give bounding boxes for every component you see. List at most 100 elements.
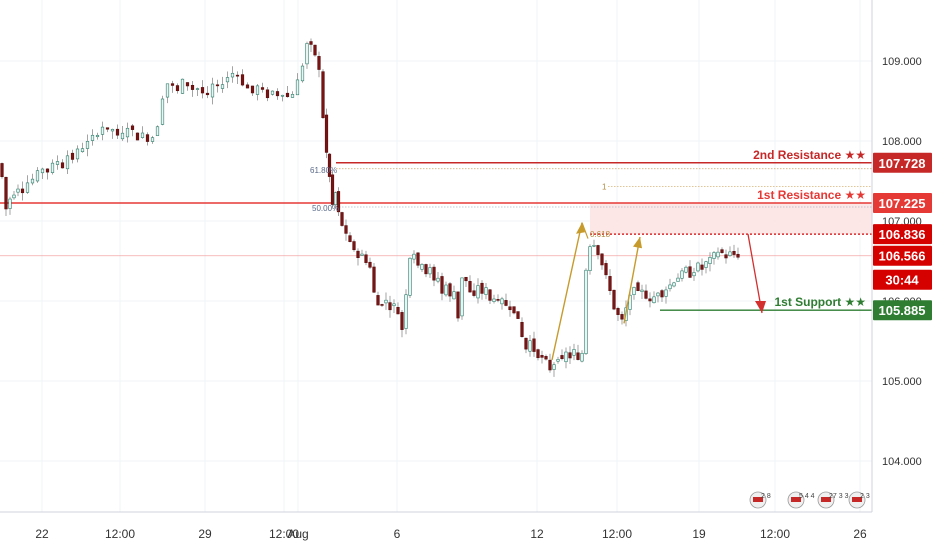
candle-body — [456, 291, 460, 319]
event-icon-label: 27 3 3 — [829, 493, 849, 500]
candle — [596, 244, 600, 260]
candle — [392, 299, 396, 314]
price-tags: 107.728 107.225 106.836 106.566 30:44 105.885 — [873, 152, 932, 321]
candle — [424, 263, 428, 278]
candle-body — [376, 295, 380, 306]
candle — [400, 309, 404, 338]
price-tag-entry: 106.836 — [873, 224, 932, 245]
candle — [408, 257, 412, 298]
candle — [564, 347, 568, 369]
candle-body — [12, 194, 16, 199]
candle — [432, 264, 436, 287]
event-icons: 2 8 5 4 4 27 3 3 2 3 — [749, 491, 870, 509]
candle-body — [55, 161, 60, 165]
candle — [300, 63, 305, 83]
candle-body — [352, 241, 356, 251]
candle-body — [336, 191, 341, 213]
candle — [321, 69, 325, 119]
price-tag-1st-support: 105.885 — [873, 300, 932, 321]
candle — [404, 289, 408, 335]
candle — [456, 291, 460, 322]
candle-body — [732, 250, 736, 255]
candle — [540, 350, 544, 364]
candle — [652, 291, 656, 304]
candle — [516, 311, 520, 319]
pattern-arrow-head-2 — [633, 237, 642, 249]
candle — [524, 337, 528, 354]
candle-body — [496, 299, 500, 301]
candle — [200, 80, 205, 99]
candle-body — [245, 84, 250, 89]
candle — [313, 44, 317, 57]
price-tag-1st-resistance-box — [873, 193, 932, 213]
candle-body — [468, 281, 472, 293]
candle-body — [25, 182, 30, 193]
candle-body — [580, 352, 584, 362]
candle — [372, 263, 376, 293]
pattern-leg-1 — [551, 222, 583, 361]
candle — [100, 121, 105, 141]
candle-body — [309, 41, 313, 45]
candle-body — [536, 349, 540, 359]
candle — [245, 82, 250, 89]
candle-body — [432, 266, 436, 281]
candle-body — [210, 83, 215, 98]
candle-body — [160, 98, 165, 125]
price-tag-1st-resistance: 107.225 — [873, 193, 932, 213]
candle-body — [120, 132, 125, 140]
candle — [528, 335, 532, 357]
candle-body — [145, 134, 150, 142]
candle — [720, 247, 724, 254]
candle-body — [488, 289, 492, 301]
candle-body — [8, 198, 12, 209]
candle — [275, 88, 280, 100]
candle — [317, 51, 321, 78]
candle-body — [110, 128, 115, 132]
candle-body — [324, 114, 329, 153]
candle — [55, 155, 60, 170]
candle-body — [317, 56, 321, 70]
price-tag-timer: 30:44 — [873, 269, 932, 290]
candle-body — [724, 254, 728, 259]
candle — [460, 277, 464, 320]
price-tag-timer-text: 30:44 — [885, 273, 919, 288]
resistance-zone-box — [590, 203, 872, 235]
candle-body — [95, 134, 100, 138]
candle — [692, 267, 696, 281]
candle-body — [436, 277, 440, 282]
candle — [130, 123, 135, 137]
y-tick-label-1: 108.000 — [882, 136, 922, 148]
event-icon-0: 2 8 — [749, 491, 771, 509]
candle — [548, 353, 552, 373]
event-icon-label: 2 8 — [761, 493, 771, 500]
candle-body — [255, 85, 260, 95]
candle — [472, 283, 476, 298]
candle-body — [704, 261, 708, 268]
candle — [250, 85, 255, 97]
x-tick-label-3: 12:00 — [269, 527, 299, 541]
candle — [305, 41, 309, 69]
candle — [580, 350, 584, 363]
candle — [8, 196, 12, 215]
candle — [484, 282, 488, 300]
candle — [210, 77, 215, 105]
candle-body — [600, 253, 604, 266]
candle — [330, 172, 335, 208]
candle — [135, 132, 140, 141]
candle — [90, 129, 95, 146]
candle-body — [504, 300, 508, 306]
candle-body — [540, 355, 544, 358]
candle — [309, 38, 313, 53]
candle-body — [225, 77, 230, 83]
x-tick-label-5: 6 — [394, 527, 401, 541]
candle-body — [105, 127, 110, 130]
candle — [512, 306, 516, 315]
candle — [676, 273, 680, 282]
candle-body — [130, 125, 135, 130]
candles — [0, 38, 740, 377]
candle-body — [0, 163, 4, 178]
candle-body — [404, 294, 408, 329]
candle — [632, 286, 636, 300]
